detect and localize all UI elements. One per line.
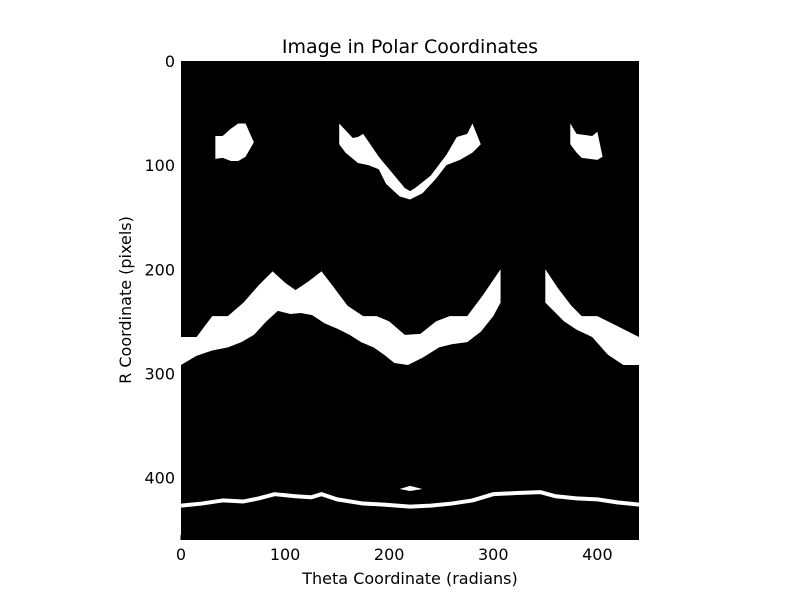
x-tick-label: 100 xyxy=(270,545,301,564)
y-axis-label: R Coordinate (pixels) xyxy=(116,216,135,384)
y-tick-label: 100 xyxy=(144,156,175,175)
x-tick-label: 300 xyxy=(478,545,509,564)
y-tick-label: 200 xyxy=(144,260,175,279)
x-axis-label: Theta Coordinate (radians) xyxy=(301,569,517,588)
y-tick-label: 0 xyxy=(165,52,175,71)
bright-band-6 xyxy=(399,485,423,492)
bright-band-5 xyxy=(180,490,640,509)
bright-band-3 xyxy=(181,269,501,366)
bright-band-4 xyxy=(545,269,639,366)
bright-band-1 xyxy=(339,123,481,200)
x-tick-label: 400 xyxy=(582,545,613,564)
y-tick-label: 300 xyxy=(144,364,175,383)
y-tick-label: 400 xyxy=(144,469,175,488)
bright-band-2 xyxy=(570,123,603,160)
x-tick-label: 200 xyxy=(374,545,405,564)
axis-ticks: 0 100 200 300 400 0 100 200 300 400 xyxy=(144,52,612,564)
chart-title: Image in Polar Coordinates xyxy=(282,36,538,58)
bright-bands xyxy=(180,123,640,509)
bright-band-0 xyxy=(215,123,254,161)
x-tick-label: 0 xyxy=(176,545,186,564)
